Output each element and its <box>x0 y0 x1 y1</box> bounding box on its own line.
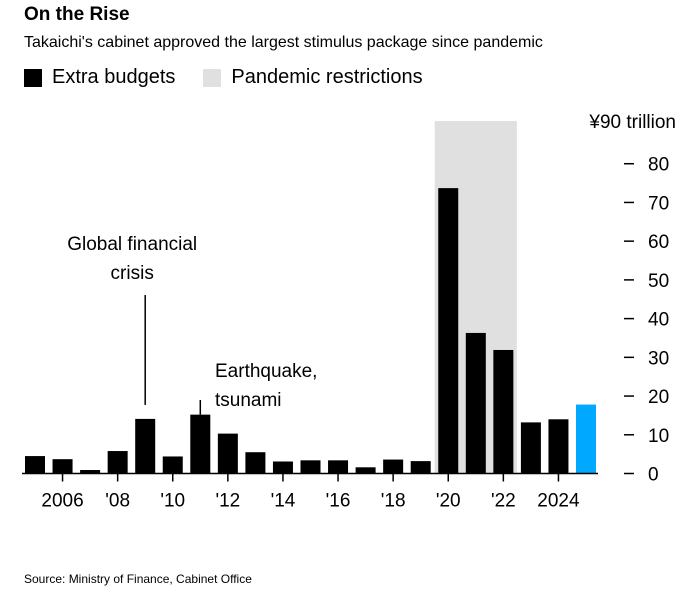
bar-2025 <box>576 404 596 474</box>
bar-2018 <box>383 459 404 474</box>
y-tick-label-60: 60 <box>648 232 669 253</box>
annotation-earthquake-line-0: Earthquake, <box>215 361 317 382</box>
x-tick-label-2006: 2006 <box>41 491 83 512</box>
x-tick-label-2014: '14 <box>271 491 296 512</box>
annotation-earthquake-line-1: tsunami <box>215 390 282 411</box>
y-tick-label-10: 10 <box>648 426 669 447</box>
legend-swatch-pandemic <box>203 68 222 87</box>
bar-2022 <box>493 349 514 474</box>
bar-2020 <box>438 188 459 474</box>
legend-label-extra-budgets: Extra budgets <box>52 66 176 88</box>
legend-label-pandemic: Pandemic restrictions <box>231 66 423 88</box>
legend-swatch-extra-budgets <box>24 68 42 87</box>
legend: Extra budgets Pandemic restrictions <box>24 66 423 89</box>
bar-2007 <box>80 470 101 474</box>
y-tick-label-50: 50 <box>648 271 669 292</box>
y-tick-label-70: 70 <box>648 193 669 214</box>
y-tick-label-0: 0 <box>648 465 659 486</box>
x-tick-label-2024: 2024 <box>537 491 580 512</box>
bar-2008 <box>107 451 128 474</box>
x-tick-label-2012: '12 <box>215 491 240 512</box>
bar-2024 <box>548 419 569 474</box>
y-tick-label-80: 80 <box>648 155 669 176</box>
bar-2015 <box>300 460 321 474</box>
bar-2023 <box>520 422 541 474</box>
annotation-gfc-line-0: Global financial <box>67 234 197 255</box>
annotation-gfc-line-1: crisis <box>111 263 154 284</box>
bar-2021 <box>465 332 486 474</box>
source-note: Source: Ministry of Finance, Cabinet Off… <box>24 572 252 586</box>
bar-2014 <box>272 461 293 474</box>
bar-2006 <box>52 459 73 474</box>
x-tick-label-2020: '20 <box>436 491 461 512</box>
y-tick-label-30: 30 <box>648 348 669 369</box>
chart-title: On the Rise <box>24 4 130 25</box>
bar-2017 <box>355 467 376 474</box>
bar-2019 <box>410 461 431 474</box>
x-tick-label-2018: '18 <box>381 491 406 512</box>
x-tick-label-2010: '10 <box>160 491 185 512</box>
x-tick-label-2016: '16 <box>326 491 351 512</box>
x-tick-label-2008: '08 <box>105 491 130 512</box>
bar-2016 <box>328 460 349 474</box>
y-tick-label-40: 40 <box>648 310 669 331</box>
bar-2005 <box>25 456 45 474</box>
bar-2012 <box>217 433 238 474</box>
bar-2010 <box>162 456 183 474</box>
y-tick-label-20: 20 <box>648 387 669 408</box>
bar-2009 <box>135 418 156 474</box>
bar-2013 <box>245 452 266 474</box>
bar-2011 <box>190 414 211 474</box>
chart-subtitle: Takaichi's cabinet approved the largest … <box>24 34 543 51</box>
y-axis-top-label: ¥90 trillion <box>588 112 676 133</box>
x-tick-label-2022: '22 <box>491 491 516 512</box>
